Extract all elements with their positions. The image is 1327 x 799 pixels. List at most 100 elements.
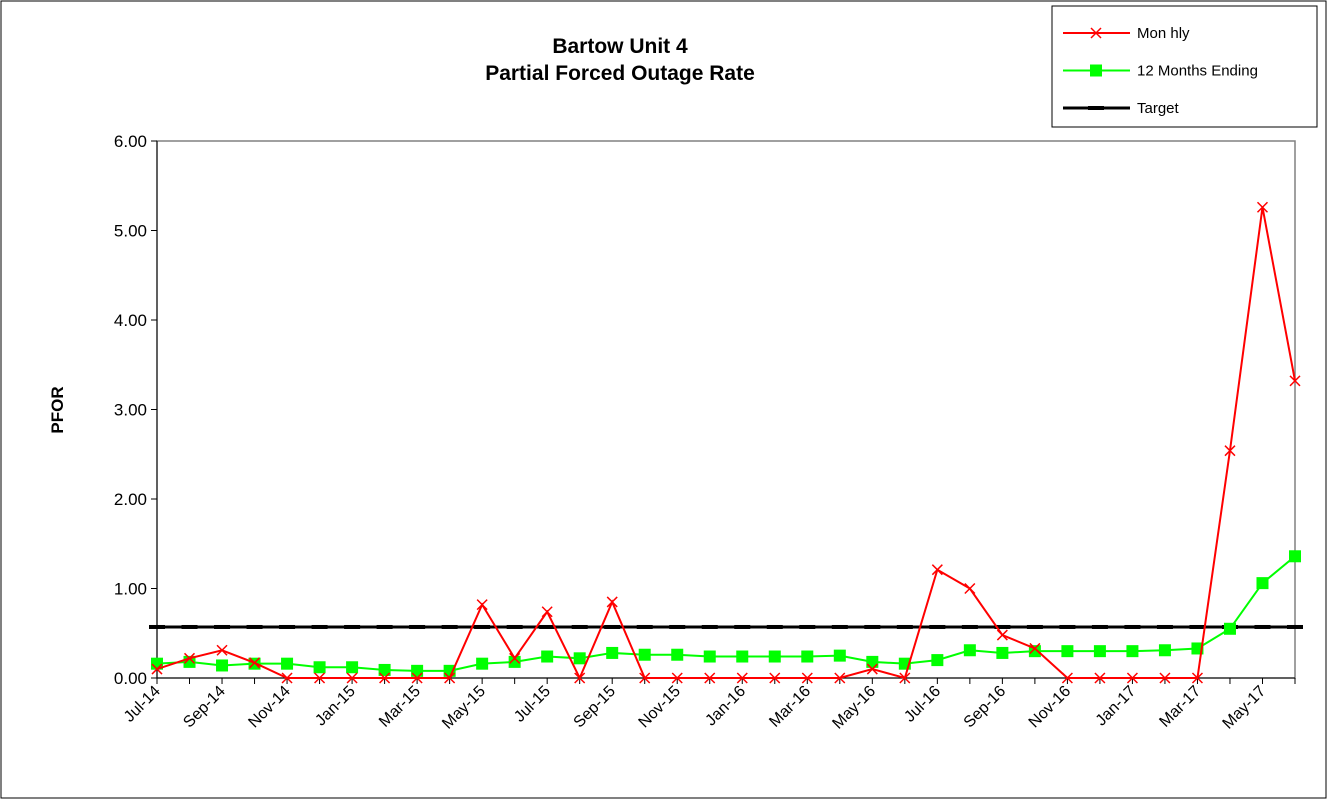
point: [866, 663, 878, 675]
series-line: [156, 207, 1296, 681]
marker-x: [931, 564, 943, 576]
point: [1093, 645, 1106, 658]
y-tick-label: 1.00: [114, 580, 147, 599]
point: [604, 624, 621, 629]
marker-x: [1256, 201, 1269, 213]
point: [734, 624, 751, 629]
point: [636, 624, 653, 629]
point: [443, 664, 456, 677]
point: [151, 663, 163, 675]
point: [1126, 645, 1139, 658]
marker-x: [1159, 672, 1171, 684]
point: [964, 582, 976, 595]
chart-title: Bartow Unit 4: [552, 35, 688, 58]
point: [281, 657, 294, 670]
point: [506, 624, 523, 629]
point: [1124, 624, 1141, 629]
point: [216, 659, 229, 672]
legend-marker: [1090, 64, 1102, 77]
point: [833, 649, 846, 662]
point: [379, 672, 391, 684]
point: [834, 672, 846, 684]
point: [1189, 624, 1206, 629]
point: [378, 663, 391, 676]
marker-x: [736, 672, 748, 684]
marker-x: [996, 629, 1008, 641]
marker-x: [866, 663, 878, 675]
point: [866, 655, 879, 668]
y-axis-label: PFOR: [48, 386, 67, 433]
point: [961, 624, 978, 629]
point: [1254, 624, 1271, 629]
point: [766, 624, 783, 629]
point: [801, 672, 813, 684]
point: [669, 624, 686, 629]
point: [1159, 672, 1171, 684]
marker-x: [281, 672, 293, 684]
point: [769, 672, 781, 684]
point: [476, 657, 489, 670]
marker-x: [964, 582, 976, 595]
marker-x: [1094, 672, 1106, 684]
point: [996, 646, 1009, 659]
point: [994, 624, 1011, 629]
point: [571, 624, 588, 629]
point: [346, 661, 359, 674]
marker-x: [476, 599, 488, 611]
point: [409, 624, 426, 629]
point: [703, 650, 716, 663]
y-tick-label: 2.00: [114, 490, 147, 509]
point: [801, 650, 814, 663]
point: [1256, 201, 1269, 213]
point: [441, 624, 458, 629]
marker-x: [1061, 672, 1073, 684]
point: [573, 652, 586, 665]
point: [183, 652, 196, 664]
point: [671, 648, 684, 661]
point: [313, 661, 326, 674]
marker-x: [411, 672, 423, 684]
point: [736, 650, 749, 663]
point: [701, 624, 718, 629]
marker-x: [183, 652, 196, 664]
marker-x: [801, 672, 813, 684]
point: [376, 624, 393, 629]
point: [996, 629, 1008, 641]
point: [1224, 445, 1236, 457]
point: [281, 672, 293, 684]
legend-label: 12 Months Ending: [1137, 63, 1258, 80]
y-tick-label: 6.00: [114, 132, 147, 151]
marker-x: [606, 596, 618, 608]
marker-x: [834, 672, 846, 684]
marker-x: [1191, 672, 1203, 684]
legend-label: Mon hly: [1137, 25, 1190, 42]
point: [411, 664, 424, 677]
point: [929, 624, 946, 629]
point: [344, 624, 361, 629]
point: [1091, 624, 1108, 629]
point: [963, 644, 976, 657]
point: [509, 652, 521, 664]
point: [1156, 624, 1173, 629]
legend-label: Target: [1137, 100, 1180, 117]
point: [831, 624, 848, 629]
point: [736, 672, 748, 684]
marker-x: [769, 672, 781, 684]
marker-x: [1090, 27, 1102, 39]
point: [314, 672, 326, 684]
point: [1094, 672, 1106, 684]
point: [1289, 550, 1301, 563]
point: [931, 654, 944, 667]
point: [864, 624, 881, 629]
marker-x: [704, 672, 716, 684]
point: [1059, 624, 1076, 629]
point: [508, 655, 521, 668]
point: [1191, 672, 1203, 684]
point: [539, 624, 556, 629]
y-tick-label: 4.00: [114, 311, 147, 330]
point: [606, 596, 618, 608]
point: [704, 672, 716, 684]
marker-x: [379, 672, 391, 684]
point: [214, 624, 231, 629]
point: [574, 672, 586, 684]
